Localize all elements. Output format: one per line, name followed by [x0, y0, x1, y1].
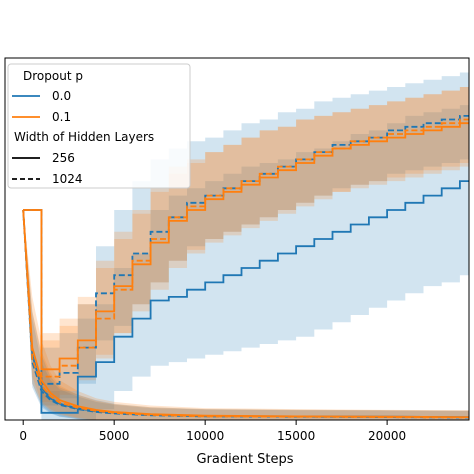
x-axis: 050001000015000200002 — [19, 420, 406, 443]
legend-title-dropout: Dropout p — [23, 69, 83, 83]
band-dropout-0.0-width-1024-decay — [23, 210, 469, 420]
line-dropout-0.1-width-256-step — [23, 122, 469, 371]
legend: Dropout p 0.0 0.1 Width of Hidden Layers… — [7, 63, 191, 189]
line-dropout-0.1-width-1024-decay — [22, 209, 469, 419]
band-dropout-0.1-width-256-step — [23, 87, 469, 399]
band-dropout-0.0-width-256-step — [23, 105, 469, 420]
x-tick-label: 20000 — [368, 429, 406, 443]
band-dropout-0.0-width-256-decay — [23, 210, 469, 420]
x-axis-title: Gradient Steps — [196, 452, 293, 467]
series-lines — [22, 115, 469, 419]
x-tick-label: 0 — [19, 429, 27, 443]
confidence-bands — [23, 72, 469, 420]
legend-label-dropout-0-1: 0.1 — [52, 110, 71, 124]
legend-box — [7, 63, 191, 189]
legend-title-width: Width of Hidden Layers — [14, 130, 154, 144]
band-dropout-0.1-width-1024-step — [23, 87, 469, 402]
legend-label-width-1024: 1024 — [52, 172, 83, 186]
plot-frame — [4, 57, 470, 421]
band-dropout-0.1-width-256-decay — [23, 210, 469, 420]
band-dropout-0.1-width-1024-decay — [23, 210, 469, 420]
band-dropout-0.0-width-1024-step — [23, 72, 469, 406]
legend-label-width-256: 256 — [52, 151, 75, 165]
legend-label-dropout-0-0: 0.0 — [52, 89, 71, 103]
line-dropout-0.0-width-256-step — [23, 180, 469, 414]
line-dropout-0.1-width-1024-step — [23, 118, 469, 378]
x-tick-label: 15000 — [277, 429, 315, 443]
x-tick-label: 5000 — [99, 429, 130, 443]
x-tick-label: 10000 — [186, 429, 224, 443]
